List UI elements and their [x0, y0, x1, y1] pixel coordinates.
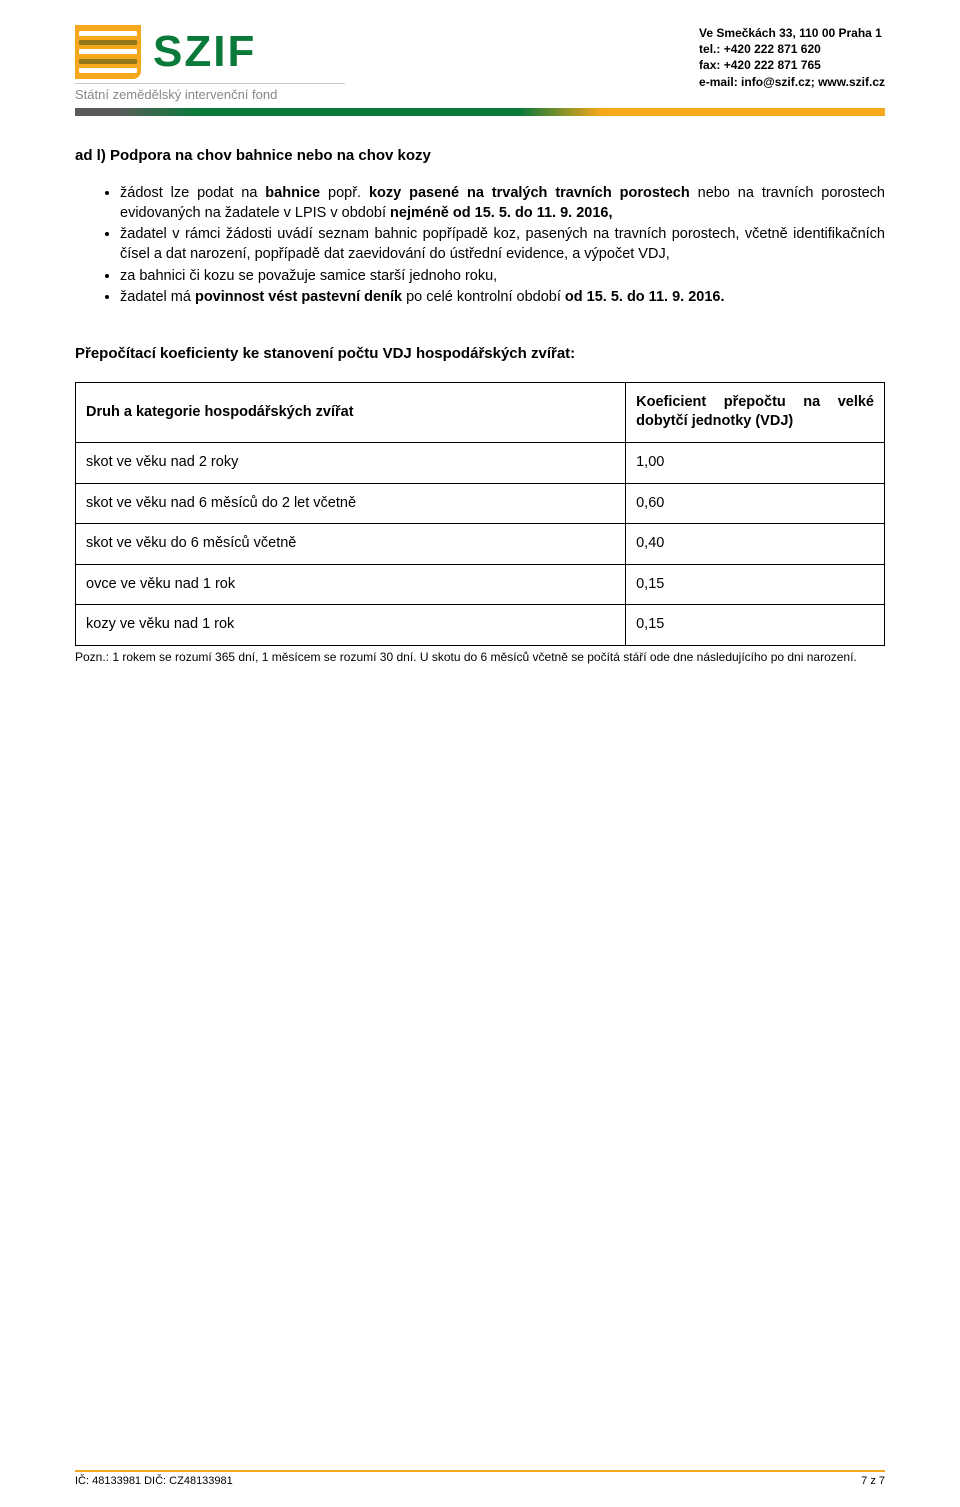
section-title: ad l) Podpora na chov bahnice nebo na ch…: [75, 146, 885, 166]
header-divider: [75, 108, 885, 116]
address-block: Ve Smečkách 33, 110 00 Praha 1 tel.: +42…: [699, 25, 885, 90]
table-row: skot ve věku nad 2 roky1,00: [76, 443, 885, 484]
table-header-right: Koeficient přepočtu na velké dobytčí jed…: [626, 382, 885, 442]
footer-left: IČ: 48133981 DIČ: CZ48133981: [75, 1475, 233, 1487]
logo-block: SZIF Státní zemědělský intervenční fond: [75, 25, 345, 102]
page-footer: IČ: 48133981 DIČ: CZ48133981 7 z 7: [75, 1470, 885, 1487]
table-row: skot ve věku nad 6 měsíců do 2 let včetn…: [76, 483, 885, 524]
address-line: tel.: +420 222 871 620: [699, 41, 885, 57]
list-item: žádost lze podat na bahnice popř. kozy p…: [120, 184, 885, 223]
table-row: ovce ve věku nad 1 rok0,15: [76, 564, 885, 605]
logo-icon: [75, 25, 141, 79]
logo-subtitle: Státní zemědělský intervenční fond: [75, 83, 345, 102]
address-line: Ve Smečkách 33, 110 00 Praha 1: [699, 25, 885, 41]
list-item: žadatel má povinnost vést pastevní deník…: [120, 288, 885, 308]
table-header-left: Druh a kategorie hospodářských zvířat: [76, 382, 626, 442]
content: ad l) Podpora na chov bahnice nebo na ch…: [75, 146, 885, 665]
footer-divider: [75, 1470, 885, 1472]
page-header: SZIF Státní zemědělský intervenční fond …: [75, 25, 885, 102]
list-item: žadatel v rámci žádosti uvádí seznam bah…: [120, 225, 885, 264]
table-title: Přepočítací koeficienty ke stanovení poč…: [75, 344, 885, 364]
address-line: e-mail: info@szif.cz; www.szif.cz: [699, 74, 885, 90]
footer-page-number: 7 z 7: [861, 1475, 885, 1487]
address-line: fax: +420 222 871 765: [699, 57, 885, 73]
table-row: skot ve věku do 6 měsíců včetně0,40: [76, 524, 885, 565]
vdj-table: Druh a kategorie hospodářských zvířat Ko…: [75, 382, 885, 646]
bullet-list: žádost lze podat na bahnice popř. kozy p…: [75, 184, 885, 307]
logo-text: SZIF: [153, 30, 256, 74]
table-row: kozy ve věku nad 1 rok0,15: [76, 605, 885, 646]
table-note: Pozn.: 1 rokem se rozumí 365 dní, 1 měsí…: [75, 650, 885, 666]
list-item: za bahnici či kozu se považuje samice st…: [120, 267, 885, 287]
